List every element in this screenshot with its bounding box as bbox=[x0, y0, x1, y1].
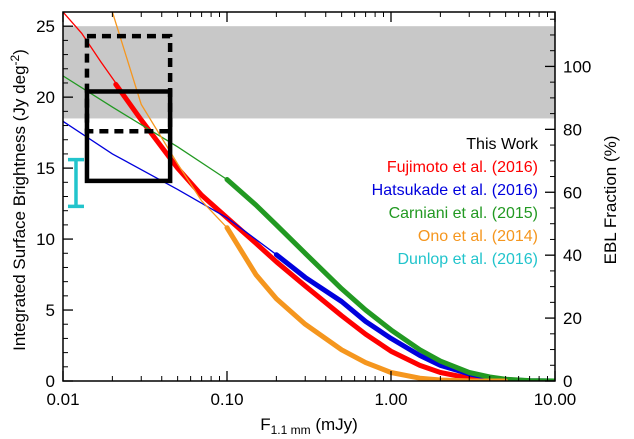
legend-item: Fujimoto et al. (2016) bbox=[387, 159, 538, 176]
legend-item: Carniani et al. (2015) bbox=[389, 205, 538, 222]
x-tick-label: 1.00 bbox=[374, 390, 407, 409]
y-tick-label: 25 bbox=[36, 17, 55, 36]
y2-tick-label: 100 bbox=[563, 57, 591, 76]
x-tick-label: 0.10 bbox=[210, 390, 243, 409]
legend-item: Hatsukade et al. (2016) bbox=[372, 182, 538, 199]
y-tick-label: 20 bbox=[36, 88, 55, 107]
legend-item: This Work bbox=[466, 136, 539, 153]
y-tick-label: 15 bbox=[36, 159, 55, 178]
y2-tick-label: 20 bbox=[563, 309, 582, 328]
y2-axis-title: EBL Fraction (%) bbox=[601, 136, 620, 265]
legend: This Work Fujimoto et al. (2016) Hatsukade… bbox=[372, 136, 539, 268]
y2-tick-label: 60 bbox=[563, 183, 582, 202]
legend-item: Dunlop et al. (2016) bbox=[397, 251, 538, 268]
y2-tick-label: 40 bbox=[563, 246, 582, 265]
x-tick-label: 0.01 bbox=[46, 390, 79, 409]
x-axis-title: F1.1 mm (mJy) bbox=[260, 415, 358, 437]
x-tick-label: 10.00 bbox=[534, 390, 577, 409]
y-tick-label: 0 bbox=[46, 372, 55, 391]
y-tick-label: 5 bbox=[46, 301, 55, 320]
y-axis-title: Integrated Surface Brightness (Jy deg-2) bbox=[8, 49, 29, 351]
ebl-band bbox=[63, 26, 555, 118]
y2-tick-label: 0 bbox=[563, 372, 572, 391]
ebl-band-layer bbox=[63, 26, 555, 118]
y-tick-label: 10 bbox=[36, 230, 55, 249]
y2-tick-label: 80 bbox=[563, 120, 582, 139]
legend-item: Ono et al. (2014) bbox=[418, 228, 538, 245]
